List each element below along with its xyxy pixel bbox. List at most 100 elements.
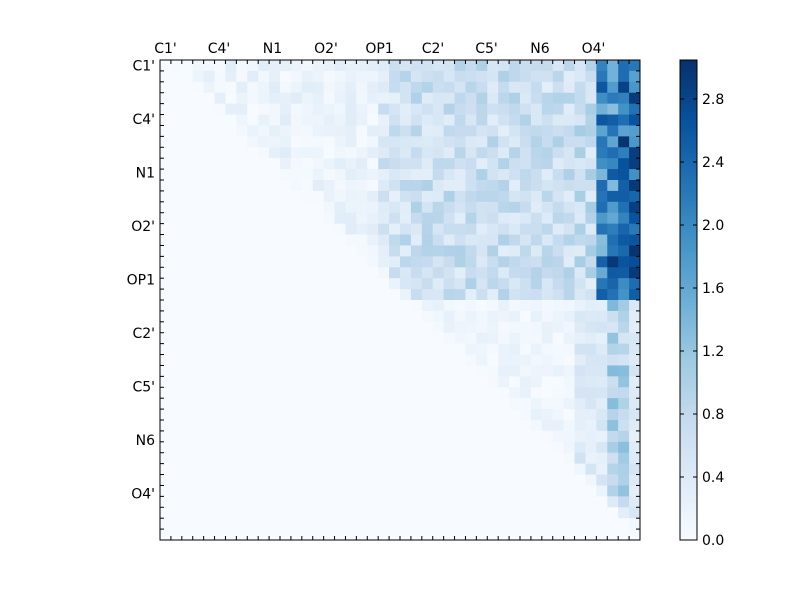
heatmap-cell: [280, 300, 292, 312]
heatmap-cell: [432, 114, 445, 126]
heatmap-cell: [170, 125, 183, 137]
heatmap-cell: [280, 180, 292, 192]
heatmap-cell: [258, 441, 270, 454]
heatmap-cell: [312, 321, 325, 334]
heatmap-cell: [214, 114, 226, 126]
heatmap-cell: [290, 92, 303, 105]
heatmap-cell: [269, 474, 281, 486]
heatmap-cell: [596, 125, 608, 137]
heatmap-cell: [269, 223, 281, 235]
heatmap-cell: [389, 496, 401, 508]
heatmap-cell: [530, 70, 543, 83]
heatmap-cell: [530, 310, 543, 323]
heatmap-cell: [498, 452, 510, 465]
heatmap-cell: [432, 485, 445, 497]
heatmap-cell: [181, 245, 194, 257]
heatmap-cell: [618, 158, 630, 170]
heatmap-cell: [618, 398, 630, 410]
heatmap-cell: [181, 289, 194, 301]
heatmap-cell: [596, 147, 608, 159]
heatmap-cell: [400, 201, 412, 214]
heatmap-cell: [541, 398, 554, 410]
heatmap-cell: [214, 278, 226, 290]
heatmap-cell: [160, 354, 172, 366]
heatmap-cell: [356, 485, 368, 497]
heatmap-cell: [225, 452, 237, 465]
heatmap-cell: [269, 60, 281, 72]
heatmap-cell: [400, 343, 412, 355]
heatmap-cell: [290, 529, 303, 541]
heatmap-cell: [596, 81, 608, 94]
heatmap-cell: [421, 485, 434, 497]
heatmap-cell: [290, 452, 303, 465]
heatmap-cell: [367, 529, 379, 541]
heatmap-cell: [585, 201, 597, 214]
heatmap-cell: [607, 92, 619, 105]
heatmap-cell: [476, 147, 488, 159]
heatmap-cell: [378, 332, 390, 345]
heatmap-cell: [432, 354, 445, 366]
heatmap-cell: [181, 496, 194, 508]
heatmap-cell: [618, 441, 630, 454]
heatmap-cell: [541, 430, 554, 443]
heatmap-cell: [214, 343, 226, 355]
heatmap-cell: [509, 147, 521, 159]
heatmap-cell: [334, 147, 346, 159]
heatmap-cell: [356, 92, 368, 105]
heatmap-cell: [301, 169, 314, 181]
heatmap-cell: [498, 201, 510, 214]
heatmap-cell: [170, 485, 183, 497]
heatmap-cell: [225, 114, 237, 126]
heatmap-cell: [214, 201, 226, 214]
heatmap-cell: [410, 452, 423, 465]
heatmap-cell: [400, 300, 412, 312]
heatmap-cell: [465, 60, 477, 72]
heatmap-cell: [170, 321, 183, 334]
heatmap-cell: [454, 474, 466, 486]
heatmap-cell: [203, 158, 215, 170]
heatmap-cell: [574, 212, 586, 225]
heatmap-cell: [541, 507, 554, 519]
heatmap-cell: [225, 496, 237, 508]
heatmap-cell: [574, 114, 586, 126]
heatmap-cell: [530, 114, 543, 126]
heatmap-cell: [258, 125, 270, 137]
heatmap-cell: [629, 507, 641, 519]
heatmap-cell: [214, 441, 226, 454]
heatmap-cell: [432, 223, 445, 235]
heatmap-cell: [258, 474, 270, 486]
heatmap-cell: [345, 332, 357, 345]
heatmap-cell: [160, 289, 172, 301]
heatmap-cell: [629, 529, 641, 541]
heatmap-cell: [203, 365, 215, 377]
heatmap-cell: [443, 300, 455, 312]
heatmap-cell: [476, 212, 488, 225]
heatmap-cell: [421, 103, 434, 115]
heatmap-cell: [225, 387, 237, 399]
heatmap-cell: [334, 398, 346, 410]
heatmap-cell: [323, 147, 335, 159]
heatmap-cell: [356, 332, 368, 345]
heatmap-cell: [203, 201, 215, 214]
heatmap-cell: [443, 256, 455, 268]
heatmap-cell: [367, 507, 379, 519]
heatmap-cell: [509, 114, 521, 126]
heatmap-cell: [225, 289, 237, 301]
heatmap-cell: [356, 463, 368, 475]
heatmap-cell: [301, 267, 314, 279]
heatmap-cell: [389, 420, 401, 432]
heatmap-cell: [596, 223, 608, 235]
heatmap-cell: [520, 147, 532, 159]
heatmap-cell: [236, 169, 248, 181]
heatmap-cell: [520, 518, 532, 530]
heatmap-cell: [192, 180, 205, 192]
heatmap-cell: [236, 223, 248, 235]
heatmap-cell: [356, 289, 368, 301]
heatmap-cell: [181, 103, 194, 115]
heatmap-cell: [290, 430, 303, 443]
heatmap-cell: [334, 70, 346, 83]
heatmap-cell: [203, 245, 215, 257]
heatmap-cell: [280, 507, 292, 519]
heatmap-cell: [465, 518, 477, 530]
heatmap-cell: [400, 70, 412, 83]
